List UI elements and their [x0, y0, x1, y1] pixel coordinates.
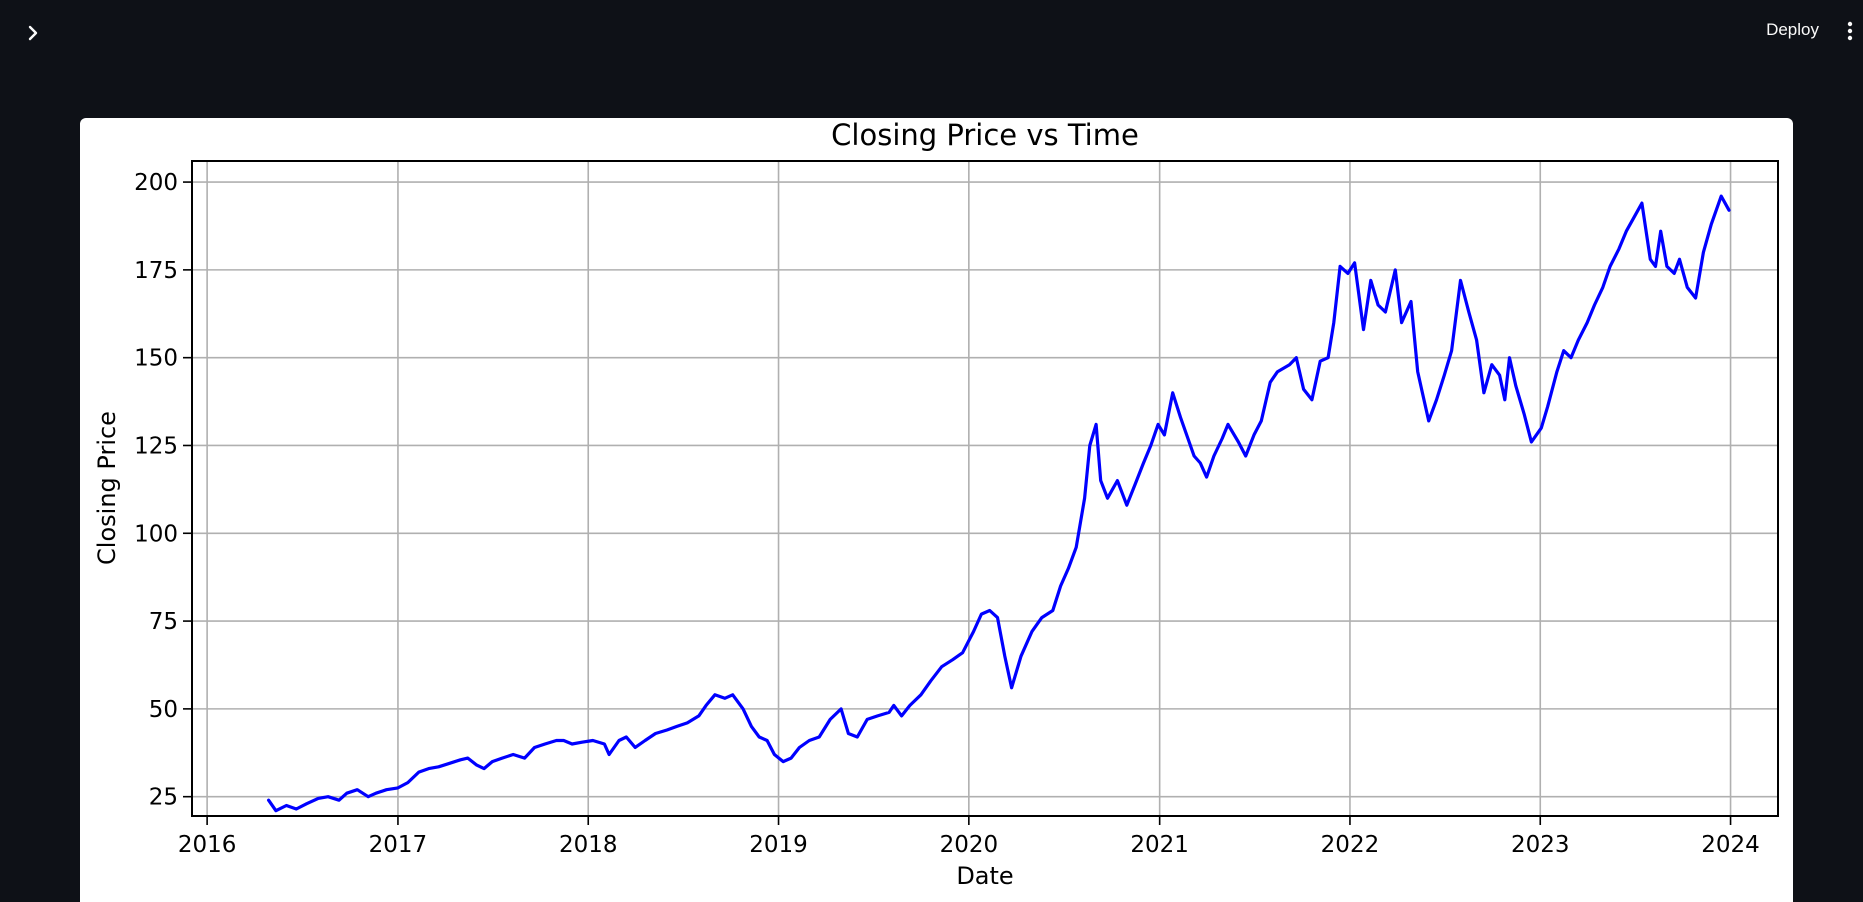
x-tick-label: 2020 [940, 832, 999, 858]
sidebar-toggle-button[interactable] [18, 18, 48, 48]
x-tick-label: 2018 [559, 832, 618, 858]
deploy-button[interactable]: Deploy [1766, 20, 1819, 39]
y-tick-label: 50 [149, 697, 178, 723]
x-tick-label: 2024 [1701, 832, 1760, 858]
chevron-right-icon [28, 25, 38, 41]
y-tick-label: 175 [134, 258, 178, 284]
y-tick-label: 150 [134, 346, 178, 372]
y-tick-label: 75 [149, 609, 178, 635]
closing-price-line [267, 194, 1731, 813]
y-axis: 25 50 75 100 125 150 175 200 [134, 170, 192, 811]
chart-title: Closing Price vs Time [831, 118, 1139, 152]
y-axis-label: Closing Price [93, 411, 121, 565]
grid-lines [192, 161, 1778, 816]
plot-frame [191, 160, 1779, 817]
app-main: 2016 2017 2018 2019 2020 2021 2022 2023 2024 25 5… [0, 60, 1863, 902]
x-tick-label: 2017 [369, 832, 428, 858]
line-chart: 2016 2017 2018 2019 2020 2021 2022 2023 2024 25 5… [93, 118, 1779, 890]
y-tick-label: 125 [134, 433, 178, 459]
x-tick-label: 2019 [749, 832, 808, 858]
main-menu-button[interactable] [1837, 14, 1863, 48]
x-tick-label: 2021 [1130, 832, 1189, 858]
y-tick-label: 200 [134, 170, 178, 196]
y-tick-label: 25 [149, 785, 178, 811]
chart-figure: 2016 2017 2018 2019 2020 2021 2022 2023 2024 25 5… [80, 118, 1793, 902]
y-tick-label: 100 [134, 521, 178, 547]
app-header: Deploy [0, 0, 1863, 60]
x-axis-label: Date [956, 862, 1013, 890]
x-tick-label: 2023 [1511, 832, 1570, 858]
x-tick-label: 2016 [178, 832, 237, 858]
x-axis: 2016 2017 2018 2019 2020 2021 2022 2023 2024 [178, 816, 1760, 858]
vertical-dots-icon [1847, 21, 1853, 41]
series-line-group [267, 194, 1731, 813]
x-tick-label: 2022 [1321, 832, 1380, 858]
